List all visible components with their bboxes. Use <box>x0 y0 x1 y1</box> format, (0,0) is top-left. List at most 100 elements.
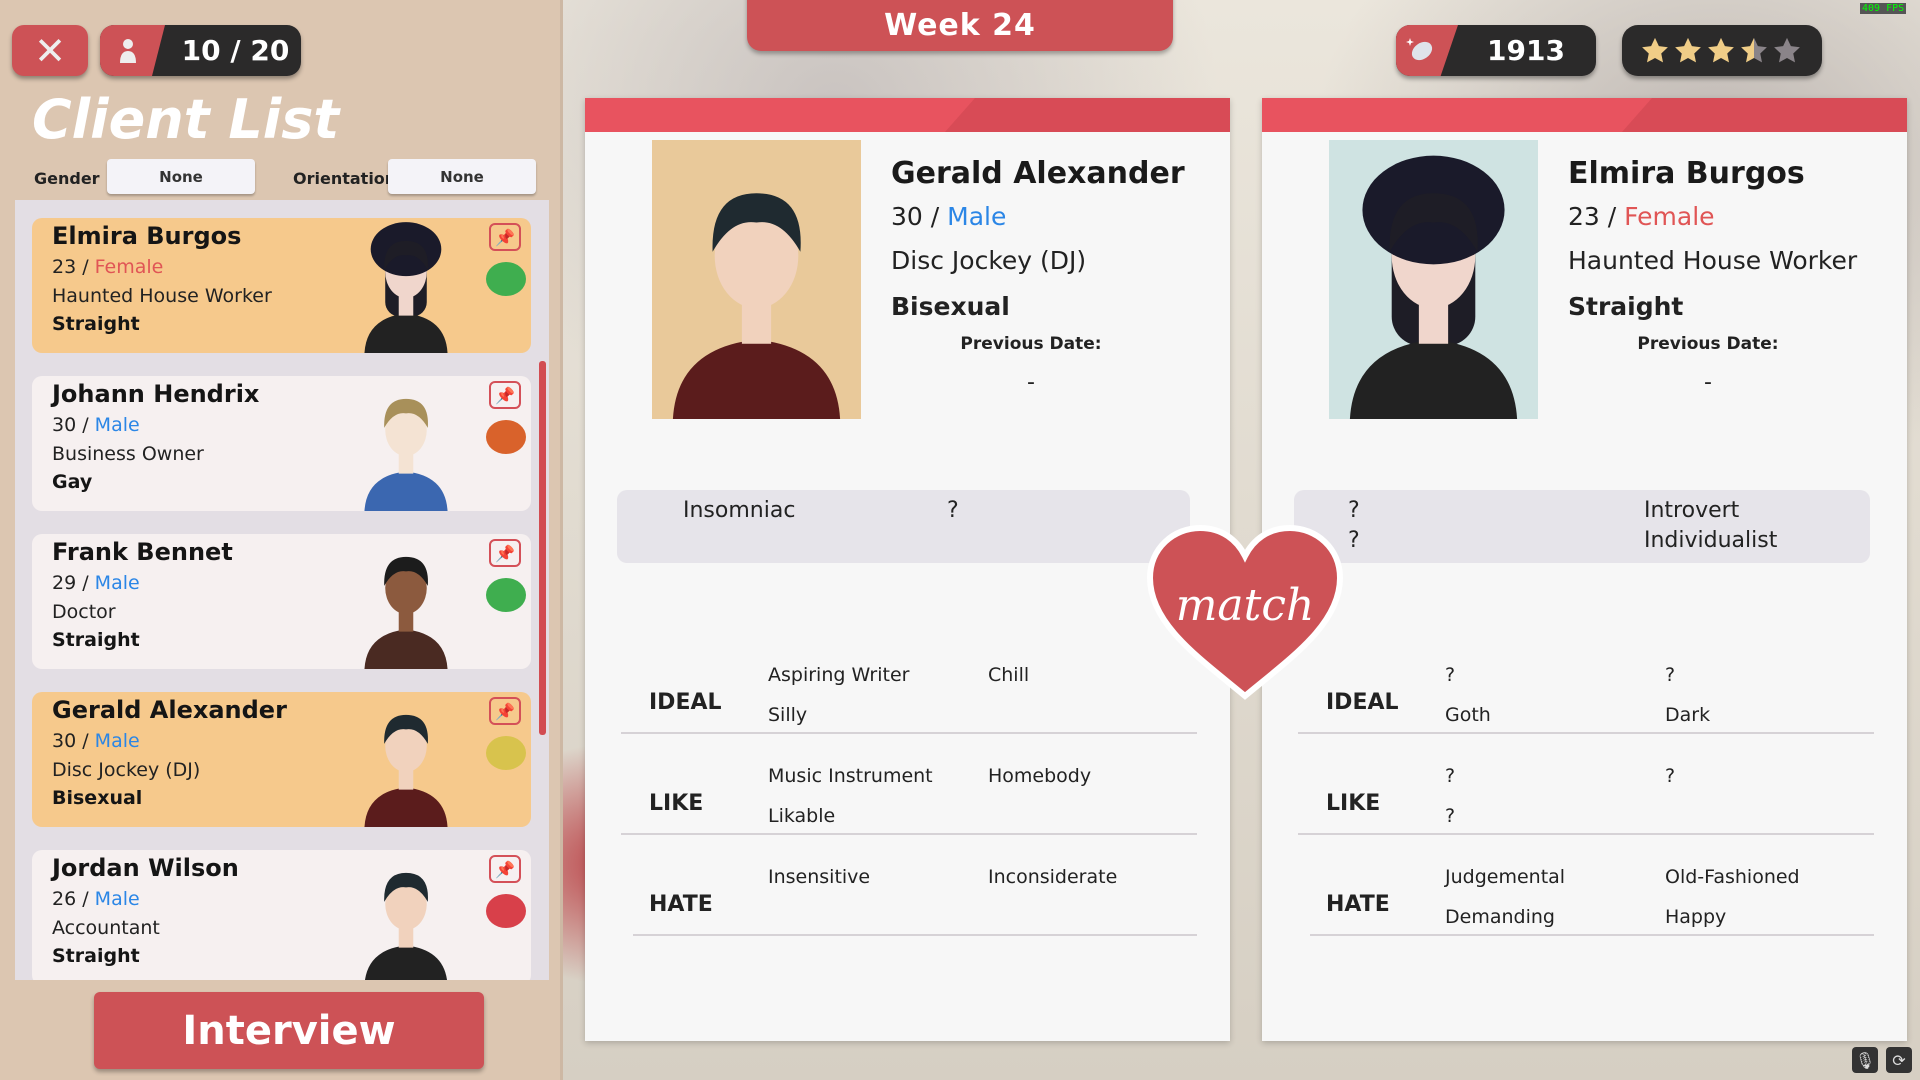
pin-icon: 📌 <box>495 859 515 879</box>
refresh-icon[interactable]: ⟳ <box>1886 1047 1912 1073</box>
client-portrait <box>365 872 447 980</box>
client-card[interactable]: Gerald Alexander 30 / Male Disc Jockey (… <box>32 692 531 827</box>
row-divider <box>621 833 1197 835</box>
profile-header-band <box>1262 98 1907 132</box>
pin-button[interactable]: 📌 <box>489 539 521 567</box>
client-list: Elmira Burgos 23 / Female Haunted House … <box>15 200 549 980</box>
profile-gender: Male <box>947 202 1007 231</box>
row-divider <box>1298 833 1874 835</box>
separator: / <box>1599 202 1625 231</box>
previous-date-value: - <box>1704 370 1712 395</box>
gender-filter-dropdown[interactable]: None <box>107 159 255 194</box>
pin-button[interactable]: 📌 <box>489 381 521 409</box>
mood-happy-icon <box>486 578 526 612</box>
previous-date-label: Previous Date: <box>1637 334 1779 354</box>
client-gender: Male <box>94 572 140 594</box>
client-name: Elmira Burgos <box>52 222 242 250</box>
client-gender: Female <box>94 256 164 278</box>
match-button[interactable]: match <box>1142 520 1348 702</box>
preference-item: Homebody <box>988 765 1092 787</box>
close-button[interactable]: ✕ <box>12 25 88 76</box>
client-age-gender: 29 / Male <box>52 572 140 594</box>
preference-item: ? <box>1445 805 1456 827</box>
client-age: 29 <box>52 572 77 594</box>
row-divider <box>1310 934 1874 936</box>
profile-orientation: Straight <box>1568 292 1684 321</box>
coin-icon <box>1406 38 1433 61</box>
preference-item: Dark <box>1665 704 1711 726</box>
profile-gender: Female <box>1624 202 1715 231</box>
profile-name: Elmira Burgos <box>1568 156 1805 191</box>
client-name: Frank Bennet <box>52 538 233 566</box>
profile-header-band <box>585 98 1230 132</box>
client-card[interactable]: Johann Hendrix 30 / Male Business Owner … <box>32 376 531 511</box>
client-age: 30 <box>52 414 77 436</box>
orientation-filter-label: Orientation <box>293 169 397 188</box>
client-portrait <box>364 714 448 827</box>
interview-button[interactable]: Interview <box>94 992 484 1069</box>
profile-card-right: Elmira Burgos 23 / Female Haunted House … <box>1262 98 1907 1041</box>
client-age: 30 <box>52 730 77 752</box>
previous-date-value: - <box>1027 370 1035 395</box>
row-label-ideal: IDEAL <box>1326 690 1399 715</box>
pin-button[interactable]: 📌 <box>489 223 521 251</box>
star-icon <box>1642 37 1668 62</box>
rating-stars <box>1622 25 1822 76</box>
preference-item: Judgemental <box>1445 866 1566 888</box>
row-divider <box>1298 732 1874 734</box>
microphone-icon[interactable]: 🎙 <box>1852 1047 1878 1073</box>
preference-item: Goth <box>1445 704 1491 726</box>
client-orientation: Bisexual <box>52 787 143 809</box>
profile-job: Haunted House Worker <box>1568 246 1858 275</box>
client-age-gender: 30 / Male <box>52 730 140 752</box>
client-portrait <box>672 193 841 419</box>
row-label-ideal: IDEAL <box>649 690 722 715</box>
orientation-filter-dropdown[interactable]: None <box>388 159 536 194</box>
client-orientation: Straight <box>52 629 140 651</box>
client-orientation: Straight <box>52 313 140 335</box>
pin-icon: 📌 <box>495 701 515 721</box>
preference-item: ? <box>1665 765 1676 787</box>
client-job: Disc Jockey (DJ) <box>52 759 201 781</box>
pin-button[interactable]: 📌 <box>489 697 521 725</box>
pin-icon: 📌 <box>495 385 515 405</box>
close-icon: ✕ <box>34 28 66 73</box>
preference-item: Chill <box>988 664 1030 686</box>
client-age-gender: 26 / Male <box>52 888 140 910</box>
preference-item: Demanding <box>1445 906 1555 928</box>
preference-item: Inconsiderate <box>988 866 1118 888</box>
star-icon <box>1741 37 1767 62</box>
profile-portrait-frame <box>652 140 861 419</box>
client-portrait <box>364 556 448 669</box>
trait: ? <box>947 498 959 523</box>
week-indicator: Week 24 <box>747 0 1173 51</box>
separator: / <box>76 256 95 278</box>
pin-button[interactable]: 📌 <box>489 855 521 883</box>
preference-item: Aspiring Writer <box>768 664 910 686</box>
star-icon <box>1774 37 1800 62</box>
client-gender: Male <box>94 730 140 752</box>
client-list-scrollbar[interactable] <box>539 361 546 735</box>
client-job: Business Owner <box>52 443 204 465</box>
client-card[interactable]: Jordan Wilson 26 / Male Accountant Strai… <box>32 850 531 980</box>
profile-age-gender: 30 / Male <box>891 202 1006 231</box>
client-name: Jordan Wilson <box>52 854 239 882</box>
mood-happy-icon <box>486 262 526 296</box>
profile-orientation: Bisexual <box>891 292 1010 321</box>
row-divider <box>633 934 1197 936</box>
coin-counter: 1913 <box>1396 25 1596 76</box>
coin-count: 1913 <box>1487 34 1565 67</box>
trait: ? <box>1348 528 1360 553</box>
page-title: Client List <box>32 88 340 151</box>
preference-item: Music Instrument <box>768 765 933 787</box>
pin-icon: 📌 <box>495 227 515 247</box>
profile-portrait-frame <box>1329 140 1538 419</box>
client-card[interactable]: Elmira Burgos 23 / Female Haunted House … <box>32 218 531 353</box>
client-name: Johann Hendrix <box>52 380 260 408</box>
separator: / <box>76 572 95 594</box>
heart-icon <box>1146 524 1344 700</box>
client-age: 26 <box>52 888 77 910</box>
client-card[interactable]: Frank Bennet 29 / Male Doctor Straight 📌 <box>32 534 531 669</box>
traits-box: ?? Introvert Individualist <box>1294 490 1870 563</box>
preference-item: Likable <box>768 805 836 827</box>
